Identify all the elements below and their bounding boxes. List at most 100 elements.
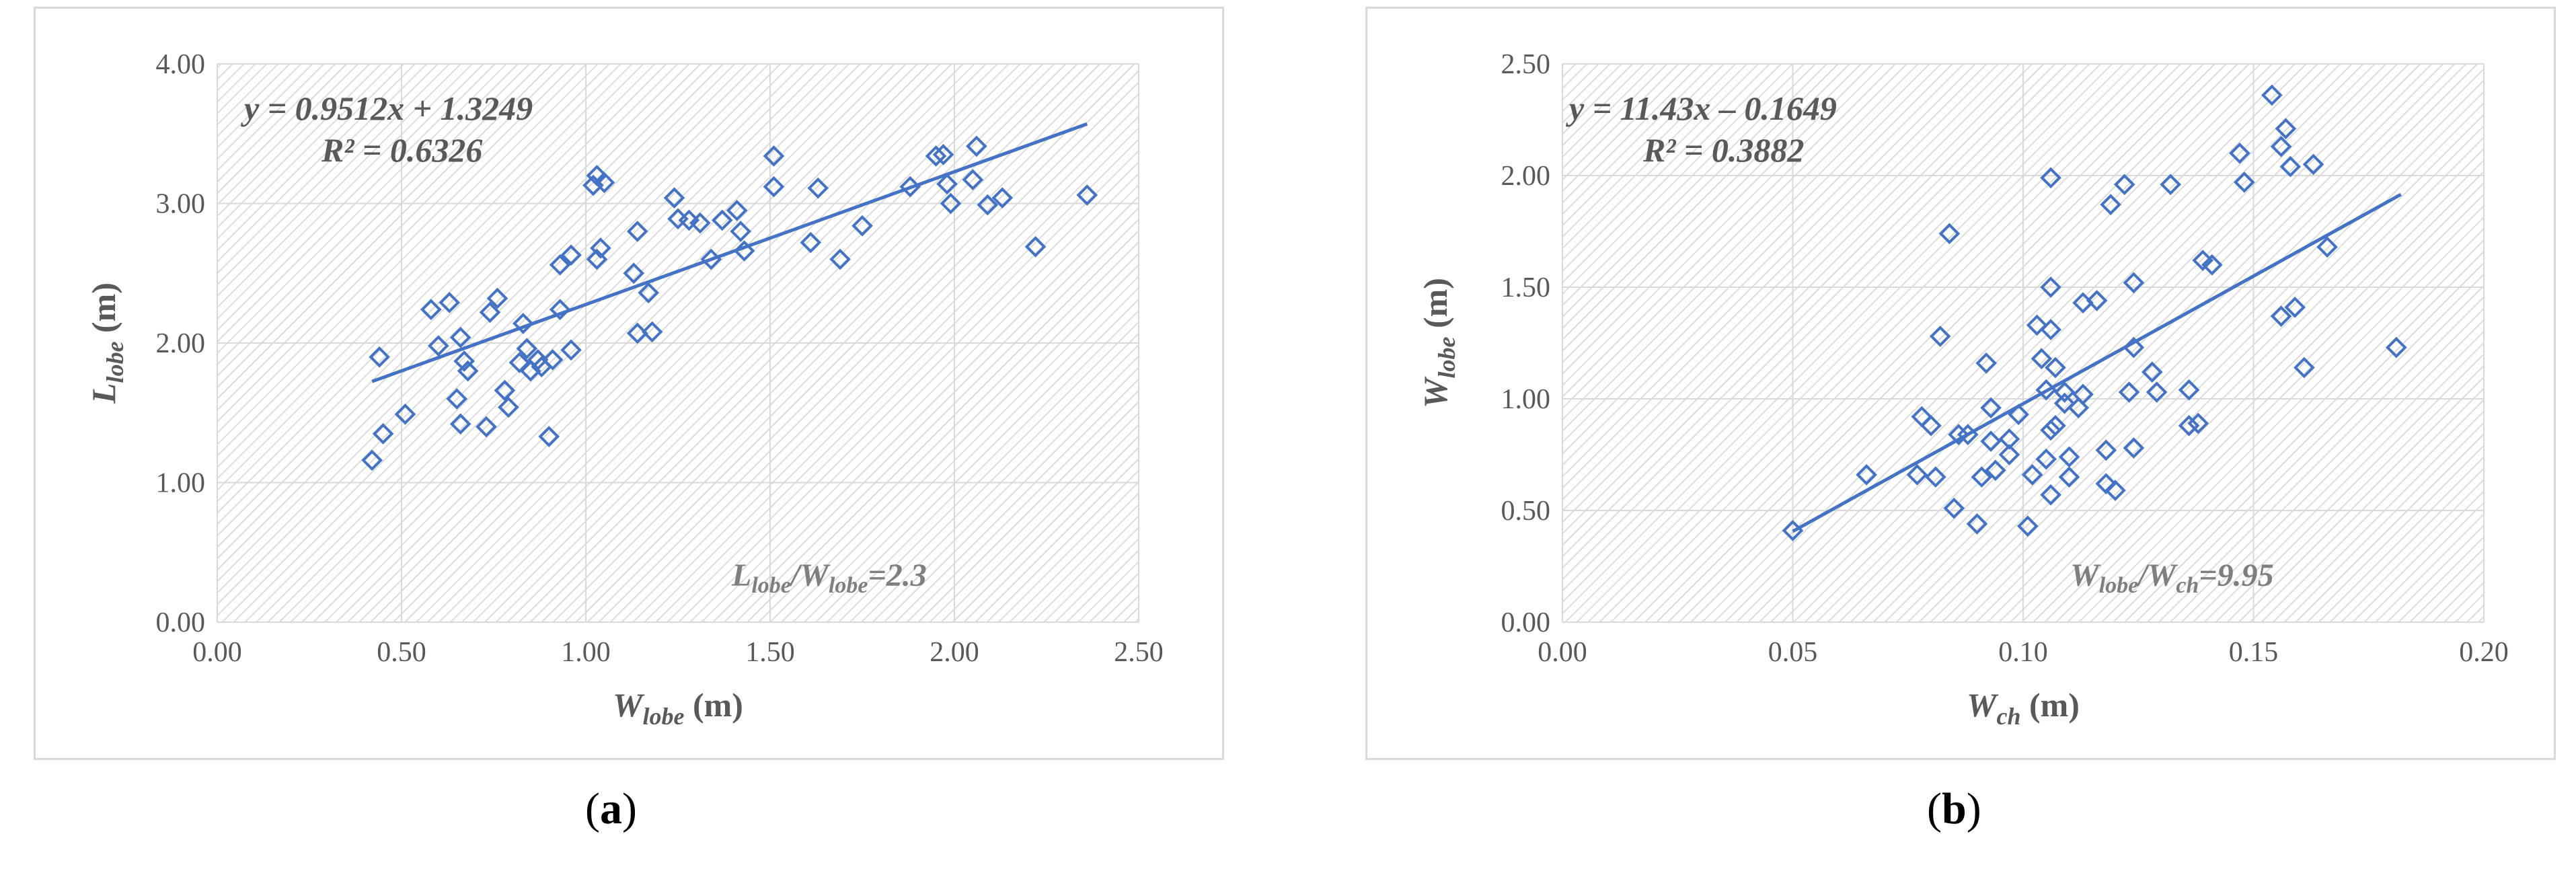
data-point (2058, 466, 2080, 488)
x-tick-label: 0.50 (377, 637, 426, 668)
data-point (2284, 297, 2306, 318)
data-point (541, 349, 564, 371)
data-point (925, 145, 947, 167)
ratio-annotation: Llobe/Wlobe=2.3 (731, 558, 927, 598)
y-tick-label: 1.00 (1501, 384, 1551, 415)
trendline (371, 122, 1088, 383)
data-point (2095, 439, 2117, 461)
data-point (1985, 459, 2006, 482)
data-point (1948, 424, 1969, 445)
data-point (486, 287, 508, 309)
data-point (991, 187, 1014, 209)
data-point (689, 212, 711, 234)
data-point (549, 299, 571, 321)
data-point (2123, 336, 2145, 358)
data-point (2229, 142, 2250, 164)
data-point (2201, 254, 2223, 276)
data-point (369, 346, 390, 368)
data-point (476, 416, 497, 438)
data-point (560, 244, 582, 266)
data-point (1929, 326, 1951, 347)
y-tick-label: 1.00 (156, 468, 206, 499)
scatter-chart-a: 0.00 1.00 2.00 3.00 4.00 0.00 0.50 1.00 1.50 2.00… (85, 49, 1164, 730)
data-point (2113, 174, 2135, 196)
trendline (1792, 192, 2402, 533)
scatter-chart-b: 0.00 0.50 1.00 1.50 2.00 2.50 0.00 0.05 0.10 0.15… (1416, 49, 2509, 730)
data-point (726, 200, 748, 221)
data-point (2017, 515, 2039, 537)
data-point (2040, 167, 2061, 189)
data-point (439, 291, 461, 313)
data-point (2160, 174, 2182, 196)
x-tick-label: 0.20 (2459, 637, 2509, 668)
x-tick-label: 0.00 (192, 637, 242, 668)
data-point (641, 321, 663, 343)
data-point (932, 144, 954, 165)
data-point (2386, 336, 2407, 358)
data-point (2316, 236, 2338, 258)
chart-panel-b: 0.00 0.50 1.00 1.50 2.00 2.50 0.00 0.05 0.10 0.15… (1365, 7, 2556, 760)
data-point (807, 177, 829, 199)
data-point (2053, 381, 2076, 403)
data-point (449, 413, 471, 435)
y-tick-label: 0.00 (156, 607, 206, 638)
data-point (936, 173, 958, 195)
data-point (638, 282, 659, 304)
data-point (2105, 480, 2126, 501)
x-axis-label: Wlobe (m) (613, 686, 743, 730)
data-point (2187, 412, 2209, 434)
data-point (1975, 352, 1998, 374)
x-tick-label: 0.10 (1998, 637, 2048, 668)
data-point (2045, 415, 2066, 437)
data-point (361, 449, 383, 471)
data-point (1024, 235, 1047, 258)
y-tick-label: 0.00 (1501, 607, 1551, 638)
data-point (446, 388, 468, 410)
data-point (2040, 484, 2061, 506)
data-point (590, 237, 611, 259)
data-point (829, 248, 851, 270)
data-point (2040, 276, 2061, 298)
data-point (479, 301, 501, 324)
data-point (516, 338, 538, 360)
y-axis-label: Wlobe (m) (1416, 278, 1460, 408)
data-point (538, 426, 560, 447)
data-point (2086, 290, 2108, 311)
x-axis-label: Wch (m) (1967, 686, 2080, 730)
data-point (1980, 430, 2002, 452)
data-point (1856, 464, 1877, 486)
data-point (977, 194, 999, 216)
caption-a: (a) (585, 784, 637, 833)
trend-equation: y = 0.9512x + 1.3249 (241, 89, 533, 127)
data-point (2058, 446, 2080, 468)
data-point (1998, 444, 2020, 465)
data-point (498, 396, 519, 418)
data-point (2123, 437, 2145, 459)
trend-equation: y = 11.43x – 0.1649 (1566, 89, 1837, 127)
data-point (2233, 172, 2255, 193)
y-tick-label: 0.50 (1501, 496, 1551, 527)
data-point (763, 145, 785, 167)
data-point (2045, 356, 2066, 379)
data-point (1971, 466, 1993, 488)
data-point (1943, 497, 1965, 519)
data-point (966, 135, 987, 157)
data-point (2275, 118, 2297, 140)
y-tick-label: 2.50 (1501, 49, 1551, 80)
data-point (508, 352, 531, 373)
ratio-annotation: Wlobe/Wch=9.95 (2070, 558, 2274, 598)
data-point (626, 221, 648, 242)
data-point (2279, 155, 2302, 178)
x-tick-label: 0.00 (1538, 637, 1587, 668)
data-point (513, 313, 534, 334)
data-point (1906, 464, 1928, 486)
caption-b: (b) (1927, 784, 1981, 833)
data-point (449, 326, 471, 348)
data-point (2035, 379, 2057, 401)
data-point (2123, 272, 2145, 294)
data-point (2072, 383, 2094, 406)
data-point (457, 360, 479, 382)
data-point (1966, 513, 1988, 535)
data-point (527, 349, 549, 371)
x-tick-label: 1.00 (561, 637, 611, 668)
